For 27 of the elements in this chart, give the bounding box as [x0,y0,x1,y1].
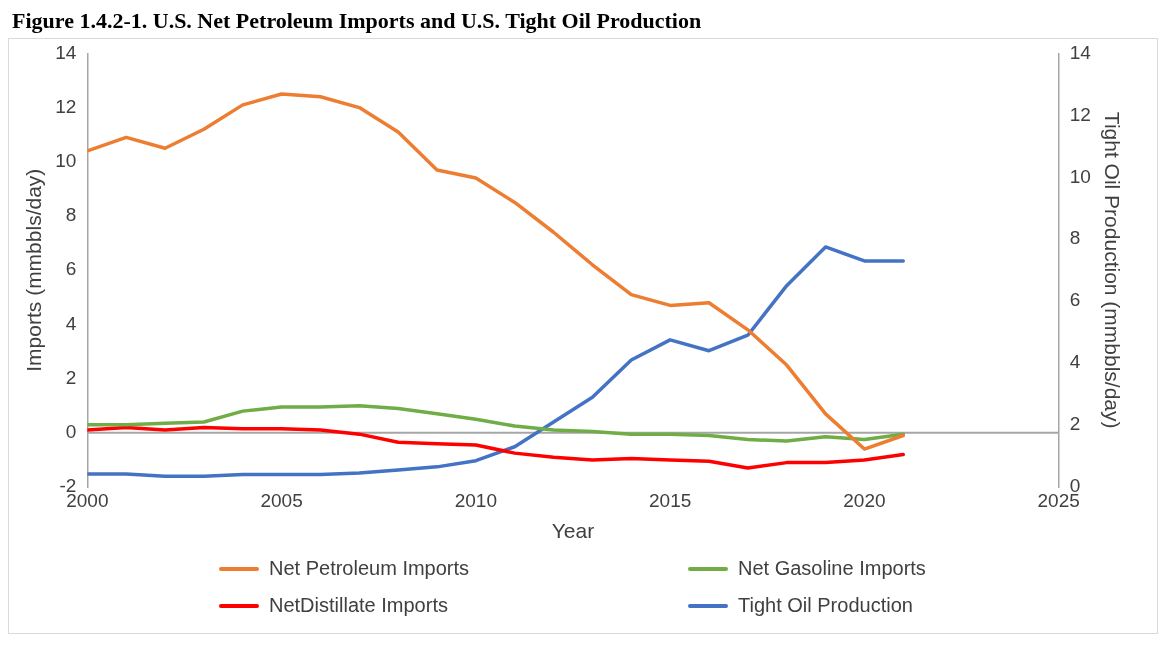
x-tick-label: 2020 [843,489,886,511]
y-tick-label: 6 [65,258,77,280]
y-tick-label: 0 [65,421,77,443]
y-tick-label: 8 [65,204,77,226]
y2-tick-label: 6 [1069,289,1081,311]
y2-axis-title: Tight Oil Production (mmbbls/day) [1100,111,1124,429]
legend-label: Net Petroleum Imports [269,557,470,580]
y2-tick-label: 2 [1069,413,1081,435]
y-tick-label: 4 [65,312,77,334]
x-tick-label: 2005 [260,489,303,511]
y-tick-label: 10 [55,150,77,172]
chart-title: Figure 1.4.2-1. U.S. Net Petroleum Imports and U.S. Tight Oil Production [12,8,703,34]
legend-label: NetDistillate Imports [269,594,448,617]
x-tick-label: 2010 [454,489,498,511]
x-tick-label: 2015 [648,489,692,511]
y-axis-title: Imports (mmbbls/day) [22,168,46,372]
y-tick-label: 14 [55,41,77,63]
x-axis-title: Year [551,519,595,543]
y2-tick-label: 8 [1069,227,1081,249]
y2-tick-label: 12 [1069,103,1091,125]
y2-tick-label: 4 [1069,351,1081,373]
y2-tick-label: 14 [1069,41,1092,63]
y-tick-label: 12 [55,95,77,117]
legend-label: Tight Oil Production [738,594,913,617]
y-tick-label: 2 [65,366,77,388]
y2-tick-label: 10 [1069,165,1091,187]
legend-label: Net Gasoline Imports [738,557,926,580]
